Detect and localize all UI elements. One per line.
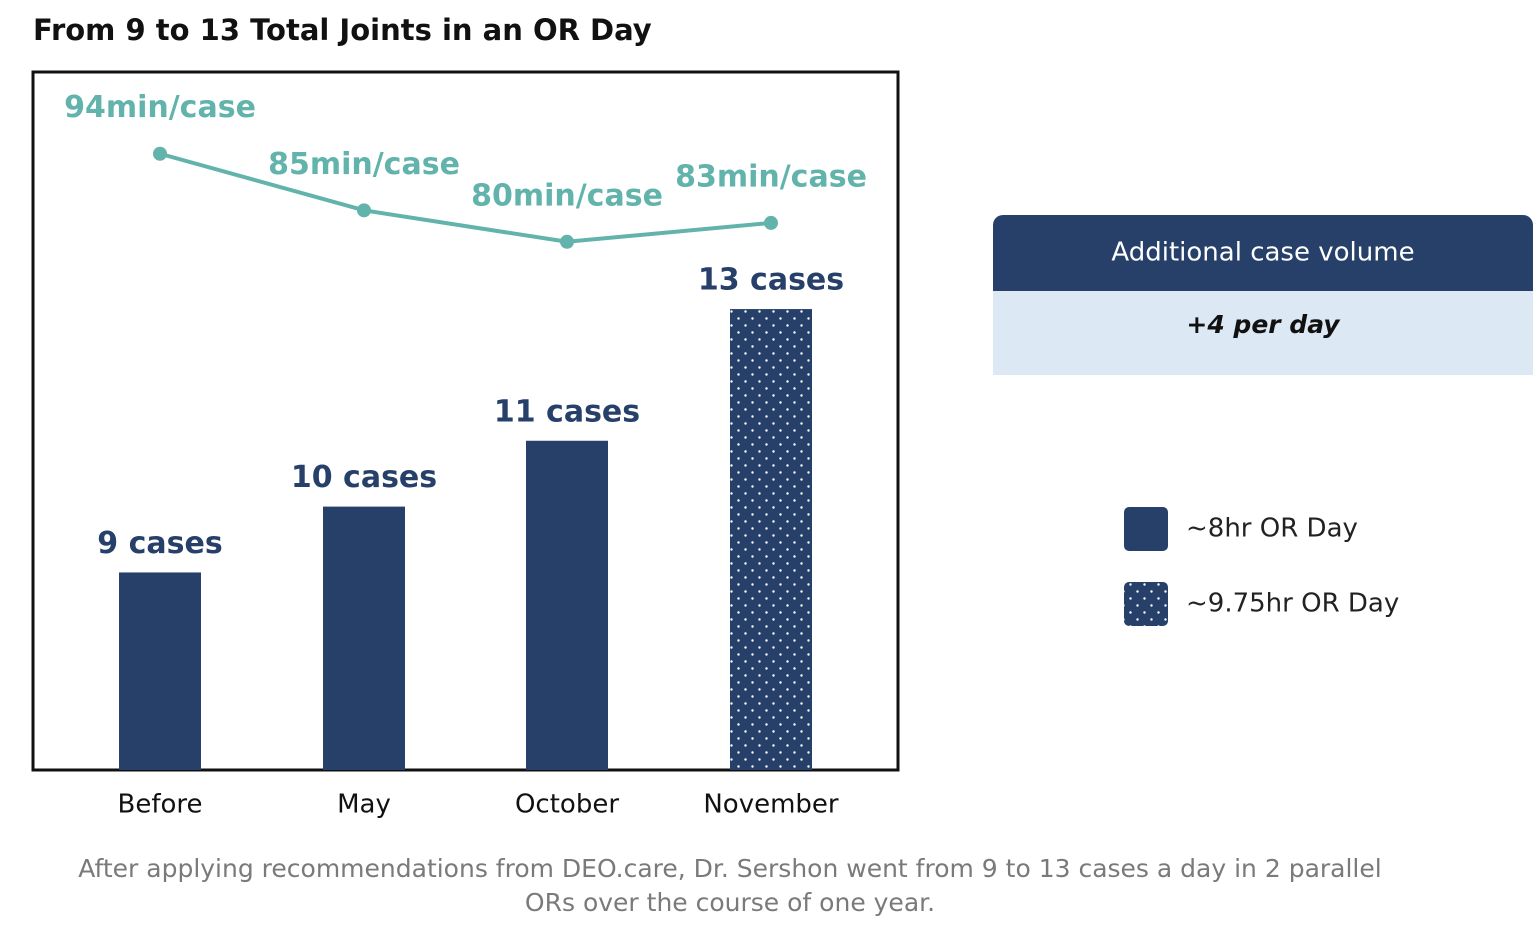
bar xyxy=(526,440,608,770)
x-tick-label: November xyxy=(703,790,839,820)
legend-label: ~9.75hr OR Day xyxy=(1186,589,1399,619)
legend-swatch xyxy=(1124,507,1168,551)
x-tick-label: Before xyxy=(117,790,202,820)
line-value-label: 80min/case xyxy=(471,178,663,213)
line-point xyxy=(560,234,574,249)
line-value-label: 85min/case xyxy=(268,147,460,182)
bar-value-label: 11 cases xyxy=(494,394,640,429)
x-tick-label: October xyxy=(515,790,619,820)
bar-value-label: 13 cases xyxy=(698,263,844,298)
bar xyxy=(323,506,405,770)
line-point xyxy=(153,146,167,161)
bar-value-label: 10 cases xyxy=(291,460,437,495)
callout-value-box xyxy=(993,291,1533,375)
line-point xyxy=(764,215,778,230)
bar-value-label: 9 cases xyxy=(97,526,222,561)
line-value-label: 83min/case xyxy=(675,159,867,194)
bar xyxy=(730,309,812,770)
bar xyxy=(119,572,201,770)
legend-label: ~8hr OR Day xyxy=(1186,514,1358,544)
line-point xyxy=(357,203,371,218)
caption: After applying recommendations from DEO.… xyxy=(78,854,1382,917)
plot-frame xyxy=(31,70,900,772)
callout-value: +4 per day xyxy=(1186,310,1341,339)
callout-header: Additional case volume xyxy=(1111,238,1414,268)
callout-header-box xyxy=(993,215,1533,291)
x-tick-label: May xyxy=(337,790,391,820)
line-value-label: 94min/case xyxy=(64,90,256,125)
chart-title: From 9 to 13 Total Joints in an OR Day xyxy=(33,13,652,47)
legend-swatch xyxy=(1124,582,1168,626)
line xyxy=(159,151,772,244)
